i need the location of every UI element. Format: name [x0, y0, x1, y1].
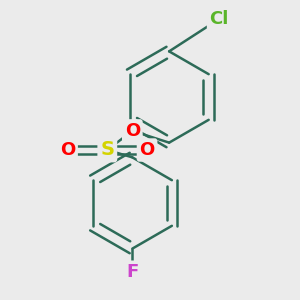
Text: S: S — [100, 140, 114, 160]
Text: O: O — [125, 122, 140, 140]
Text: O: O — [60, 141, 75, 159]
Text: Cl: Cl — [209, 10, 229, 28]
Text: O: O — [140, 141, 155, 159]
Text: F: F — [126, 263, 139, 281]
